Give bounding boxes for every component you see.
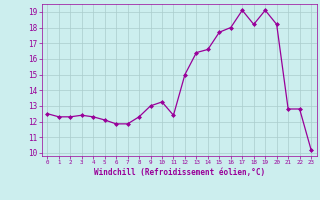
X-axis label: Windchill (Refroidissement éolien,°C): Windchill (Refroidissement éolien,°C) — [94, 168, 265, 177]
